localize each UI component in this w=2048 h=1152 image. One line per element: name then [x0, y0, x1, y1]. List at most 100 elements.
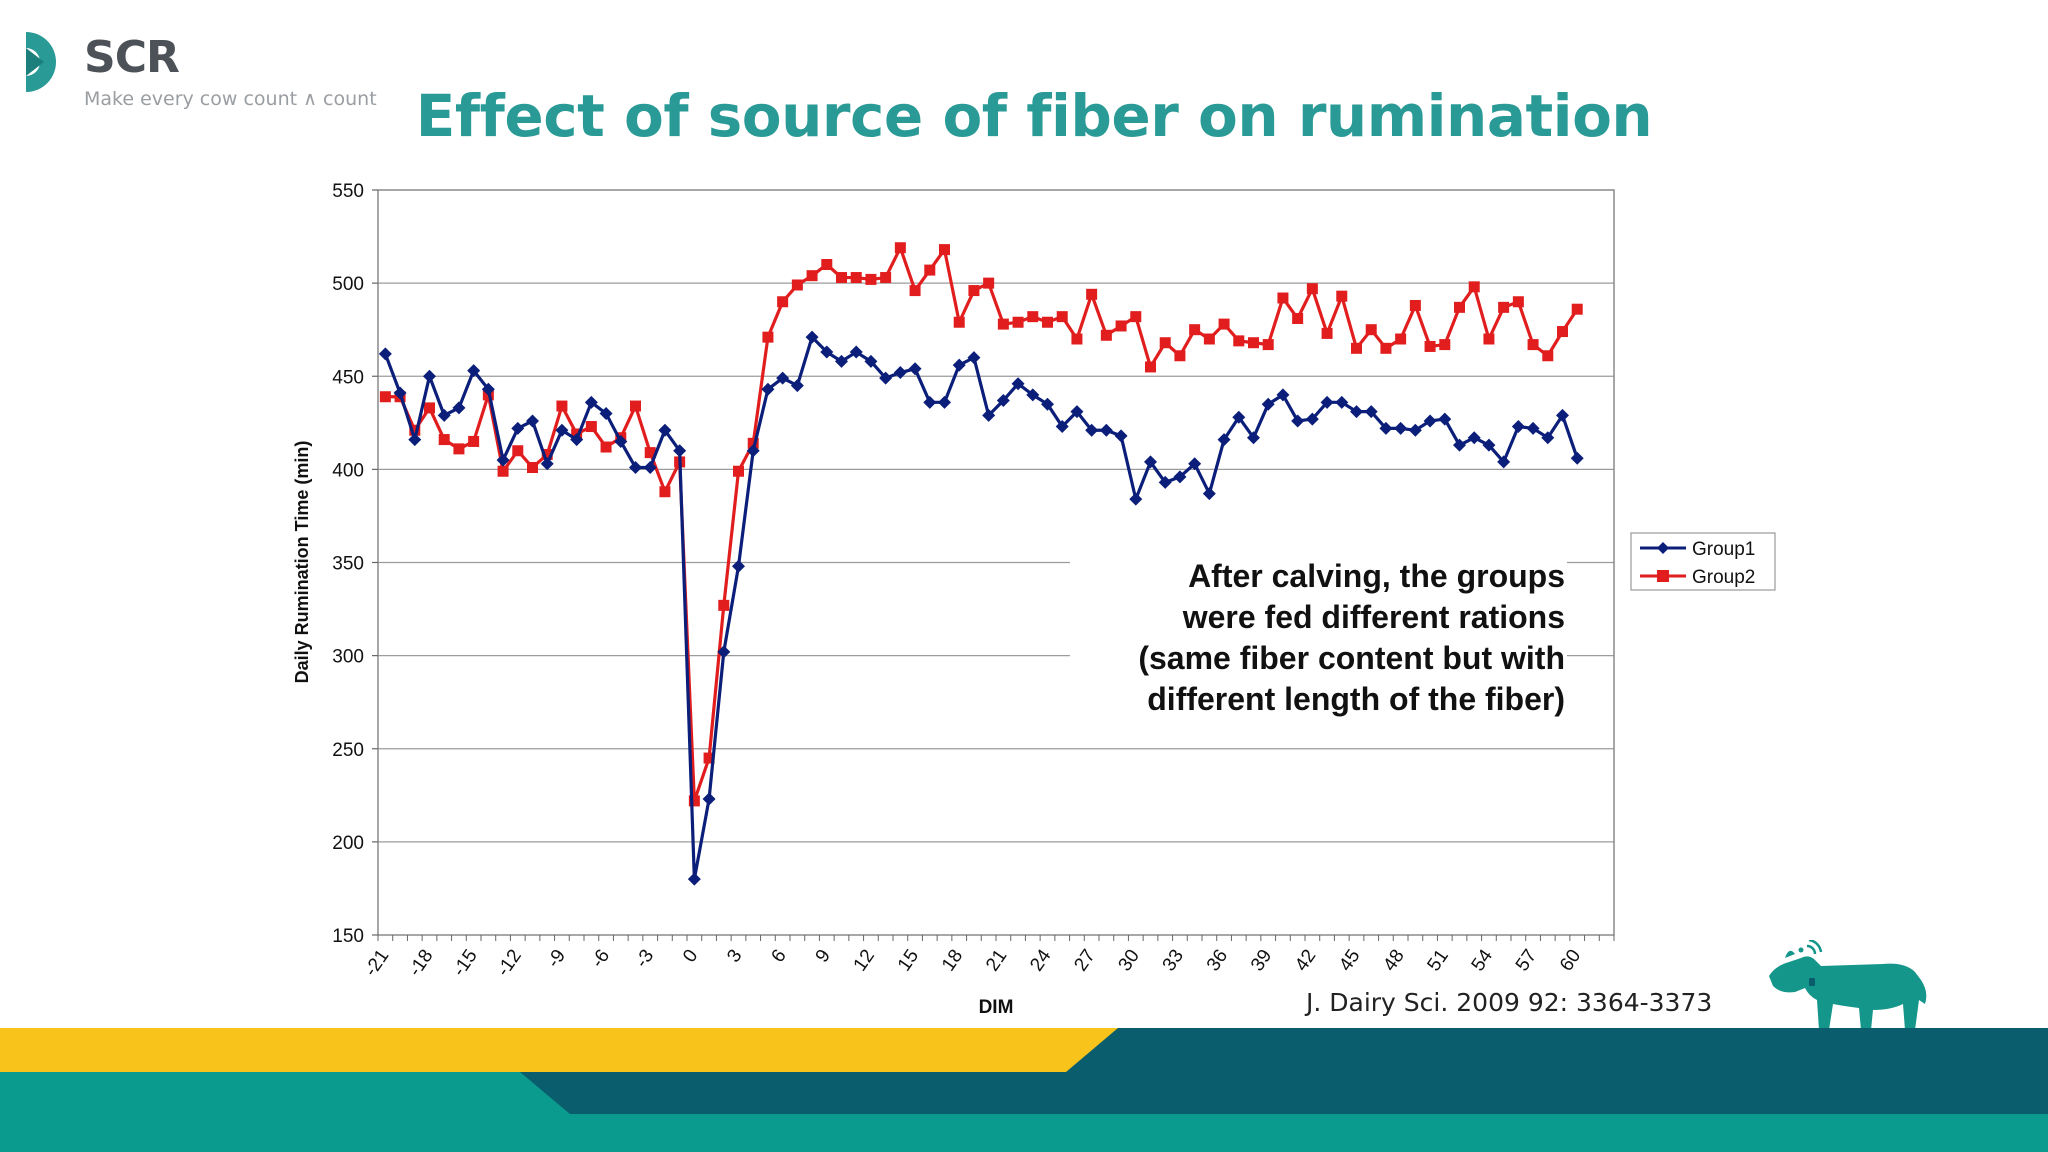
data-point-group2 — [1336, 290, 1348, 302]
data-point-group1 — [1497, 455, 1511, 469]
data-point-group2 — [1159, 337, 1171, 349]
data-point-group1 — [1482, 438, 1496, 452]
x-tick-label: 60 — [1556, 946, 1585, 975]
data-point-group1 — [1364, 405, 1378, 419]
data-point-group1 — [908, 362, 922, 376]
data-point-group2 — [1145, 361, 1156, 373]
data-point-group2 — [424, 402, 435, 414]
data-point-group2 — [468, 435, 480, 447]
logo-tagline: Make every cow count ∧ count — [84, 88, 377, 110]
chart-series — [378, 242, 1584, 886]
scr-logo-icon — [26, 32, 56, 92]
y-axis-ticks: 150 200 250 300 350 400 450 500 550 — [332, 181, 378, 947]
data-point-group2 — [894, 242, 906, 254]
data-point-group1 — [629, 461, 642, 475]
footer-band — [0, 1028, 2048, 1152]
data-point-group2 — [1512, 296, 1524, 308]
data-point-group2 — [850, 272, 862, 284]
x-tick-label: 21 — [982, 946, 1011, 975]
data-point-group2 — [1277, 292, 1289, 304]
data-point-group2 — [453, 443, 465, 455]
data-point-group1 — [1291, 414, 1305, 428]
y-tick-label: 550 — [332, 181, 364, 202]
data-point-group1 — [879, 371, 893, 385]
data-point-group2 — [688, 795, 700, 807]
data-point-group1 — [1556, 408, 1569, 422]
data-point-group2 — [1012, 316, 1024, 328]
y-tick-label: 150 — [332, 926, 364, 947]
data-point-group1 — [408, 433, 422, 447]
data-point-group1 — [790, 379, 804, 393]
data-point-group1 — [746, 444, 760, 458]
x-tick-label: -12 — [493, 946, 526, 981]
legend-group1: Group1 — [1692, 539, 1755, 560]
data-point-group2 — [762, 331, 774, 343]
data-point-group1 — [732, 559, 745, 573]
data-point-group2 — [1262, 339, 1274, 351]
data-point-group1 — [378, 347, 392, 361]
x-tick-label: -15 — [449, 946, 482, 981]
data-point-group1 — [393, 386, 407, 400]
annotation-line-3: (same fiber content but with — [1138, 640, 1565, 676]
x-tick-label: -6 — [587, 946, 614, 972]
data-point-group2 — [1395, 333, 1407, 345]
data-point-group2 — [1409, 299, 1421, 311]
data-point-group2 — [1189, 324, 1201, 336]
series-line-group2 — [385, 246, 1579, 803]
x-tick-label: 27 — [1070, 946, 1099, 975]
data-point-group2 — [1042, 316, 1053, 328]
x-tick-label: 36 — [1203, 946, 1232, 975]
data-point-group1 — [805, 330, 819, 344]
data-point-group1 — [1511, 420, 1525, 434]
data-point-group1 — [1188, 457, 1202, 471]
annotation-line-4: different length of the fiber) — [1147, 681, 1565, 717]
data-point-group1 — [1099, 423, 1113, 437]
citation: J. Dairy Sci. 2009 92: 3364-3373 — [1306, 988, 1713, 1017]
x-tick-label: 54 — [1468, 945, 1498, 975]
data-point-group1 — [923, 395, 937, 409]
data-point-group2 — [630, 400, 641, 412]
series-group1 — [378, 330, 1584, 886]
data-point-group2 — [983, 277, 995, 289]
data-point-group2 — [1527, 339, 1539, 351]
data-point-group2 — [1174, 350, 1186, 362]
data-point-group2 — [1248, 337, 1259, 349]
data-point-group1 — [1247, 431, 1260, 445]
data-point-group1 — [1408, 423, 1422, 437]
data-point-group2 — [1439, 339, 1451, 351]
data-point-group1 — [776, 371, 790, 385]
data-point-group2 — [1557, 326, 1568, 338]
data-point-group2 — [865, 273, 877, 285]
data-point-group1 — [1173, 470, 1187, 484]
data-point-group1 — [658, 423, 672, 437]
data-point-group1 — [717, 645, 731, 659]
data-point-group2 — [1380, 342, 1392, 354]
x-tick-label: 48 — [1379, 946, 1408, 975]
data-point-group1 — [952, 358, 966, 372]
cow-icon — [1769, 940, 1927, 1030]
x-tick-label: 0 — [679, 946, 702, 967]
x-tick-label: 39 — [1247, 946, 1276, 975]
data-point-group1 — [1320, 395, 1334, 409]
x-tick-label: 42 — [1291, 946, 1320, 975]
x-tick-label: -21 — [360, 946, 393, 981]
data-point-group2 — [1027, 311, 1039, 323]
data-point-group2 — [512, 445, 524, 457]
chart-legend: Group1 Group2 — [1630, 532, 1776, 591]
data-point-group2 — [953, 316, 965, 328]
x-tick-label: 33 — [1159, 946, 1188, 975]
data-point-group2 — [1321, 327, 1333, 339]
data-point-group2 — [527, 462, 538, 474]
series-line-group1 — [383, 335, 1579, 881]
data-point-group2 — [644, 447, 656, 459]
x-tick-label: -18 — [405, 946, 438, 981]
data-point-group1 — [820, 345, 834, 359]
y-tick-label: 500 — [332, 274, 364, 295]
data-point-group1 — [1144, 455, 1157, 469]
legend-group2: Group2 — [1692, 567, 1755, 588]
data-point-group2 — [1351, 342, 1362, 354]
data-point-group2 — [997, 318, 1009, 330]
data-point-group1 — [1158, 475, 1172, 489]
data-point-group2 — [1365, 324, 1377, 336]
x-tick-label: 9 — [812, 946, 835, 967]
